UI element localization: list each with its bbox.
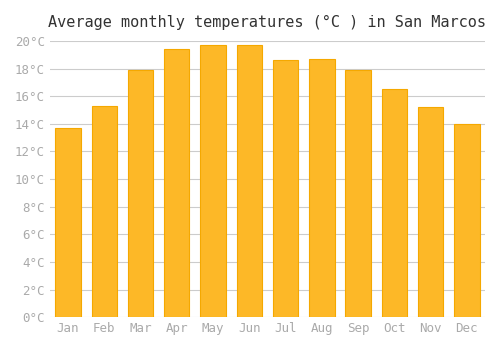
Bar (128, 70, 153, 317)
Bar (200, 45, 226, 317)
Bar (382, 89, 407, 317)
Bar (309, 59, 334, 317)
Bar (92, 106, 117, 317)
Bar (56, 128, 80, 317)
Bar (454, 124, 479, 317)
Bar (418, 107, 444, 317)
Bar (236, 45, 262, 317)
Bar (164, 49, 190, 317)
Title: Average monthly temperatures (°C ) in San Marcos: Average monthly temperatures (°C ) in Sa… (48, 15, 486, 30)
Bar (346, 70, 371, 317)
Bar (273, 60, 298, 317)
